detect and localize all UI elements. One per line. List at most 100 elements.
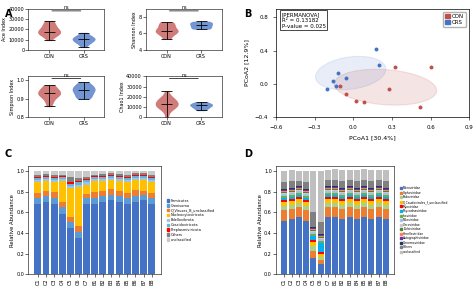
Bar <box>296 195 302 197</box>
Bar <box>354 193 360 195</box>
Bar <box>132 181 139 190</box>
Bar <box>325 199 331 203</box>
Bar <box>361 191 367 193</box>
Bar <box>310 171 317 212</box>
Text: C: C <box>5 149 12 159</box>
Bar <box>75 238 82 274</box>
Bar <box>361 190 367 191</box>
Bar <box>383 197 389 199</box>
Bar <box>51 183 58 192</box>
Bar <box>43 202 49 274</box>
Bar <box>108 189 115 195</box>
Bar <box>51 171 58 175</box>
Bar <box>43 196 49 202</box>
Bar <box>354 191 360 192</box>
Bar <box>368 190 374 191</box>
Bar <box>332 193 338 195</box>
Bar <box>83 194 90 198</box>
Bar <box>35 178 41 181</box>
Bar <box>148 177 155 178</box>
Bar <box>310 251 317 258</box>
Y-axis label: Simpson Index: Simpson Index <box>10 79 15 115</box>
Bar <box>116 202 123 274</box>
Bar <box>140 171 147 173</box>
Bar <box>281 198 287 200</box>
Bar <box>325 195 331 197</box>
Point <box>391 65 398 70</box>
Bar <box>346 189 353 190</box>
Bar <box>75 181 82 183</box>
Bar <box>354 209 360 219</box>
Bar <box>310 234 317 236</box>
Bar <box>67 222 74 228</box>
Bar <box>67 177 74 183</box>
Bar <box>346 193 353 195</box>
Bar <box>59 179 66 181</box>
Bar <box>91 177 98 179</box>
Bar <box>318 234 324 235</box>
Bar <box>100 181 106 191</box>
Bar <box>368 201 374 205</box>
Bar <box>59 175 66 176</box>
Bar <box>368 170 374 181</box>
Bar <box>67 217 74 222</box>
Point <box>342 91 349 96</box>
Bar <box>346 195 353 197</box>
Bar <box>346 188 353 189</box>
Bar <box>116 177 123 179</box>
Bar <box>318 235 324 236</box>
Bar <box>67 171 74 177</box>
Bar <box>124 183 131 193</box>
Bar <box>383 191 389 192</box>
Bar <box>148 171 155 175</box>
Bar <box>296 190 302 191</box>
Bar <box>318 241 324 243</box>
Point <box>385 86 393 91</box>
Bar <box>59 214 66 274</box>
Bar <box>59 177 66 179</box>
Bar <box>310 242 317 247</box>
Bar <box>132 173 139 175</box>
Bar <box>339 199 346 201</box>
Bar <box>361 207 367 217</box>
Bar <box>354 201 360 205</box>
Bar <box>368 191 374 192</box>
Bar <box>132 176 139 178</box>
Bar <box>361 186 367 187</box>
Bar <box>281 194 287 196</box>
Bar <box>116 174 123 176</box>
Bar <box>303 192 309 193</box>
Bar <box>361 181 367 186</box>
Bar <box>375 170 382 181</box>
Bar <box>35 181 41 183</box>
Bar <box>67 188 74 217</box>
Text: ns: ns <box>64 5 69 10</box>
Bar <box>303 189 309 190</box>
Bar <box>43 191 49 196</box>
Bar <box>346 187 353 188</box>
Bar <box>354 190 360 191</box>
Bar <box>361 217 367 274</box>
Bar <box>310 229 317 230</box>
Bar <box>375 186 382 187</box>
Text: B: B <box>244 9 252 19</box>
Bar <box>67 183 74 186</box>
Bar <box>354 181 360 188</box>
Bar <box>100 176 106 177</box>
Bar <box>310 236 317 240</box>
Bar <box>325 181 331 186</box>
Bar <box>361 193 367 195</box>
Bar <box>83 204 90 274</box>
Bar <box>339 191 346 192</box>
Legend: Firmicutes, Crenisoma, O_Viruses_B_unclassified, Nucleocytoviricota, Bdellovibro: Firmicutes, Crenisoma, O_Viruses_B_uncla… <box>167 199 215 242</box>
Bar <box>332 217 338 274</box>
Bar <box>124 177 131 178</box>
Bar <box>148 204 155 274</box>
Bar <box>346 203 353 207</box>
Bar <box>339 192 346 193</box>
Bar <box>303 193 309 194</box>
Bar <box>368 195 374 197</box>
Bar <box>383 192 389 193</box>
Bar <box>383 209 389 219</box>
Bar <box>303 183 309 189</box>
